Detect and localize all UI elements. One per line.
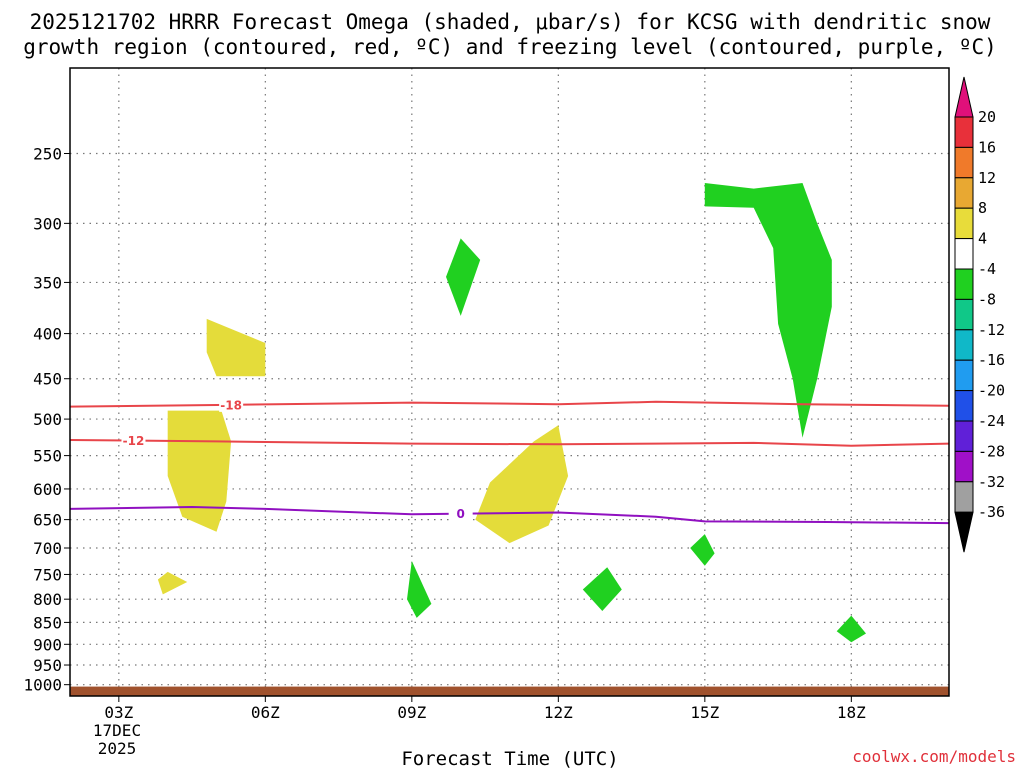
colorbar-segment xyxy=(954,146,974,179)
omega-region-sinking xyxy=(690,534,715,566)
colorbar: 20 16 12 8 4 -4 -8 -12 -16 -20 -24 -28 -32 -36 xyxy=(954,76,1005,553)
colorbar-label: 12 xyxy=(978,169,996,187)
y-tick-label: 650 xyxy=(33,511,62,530)
x-axis-label: Forecast Time (UTC) xyxy=(401,748,618,768)
colorbar-segment xyxy=(954,268,974,300)
y-tick-label: 350 xyxy=(33,273,62,292)
x-tick-label: 03Z xyxy=(104,703,133,722)
colorbar-top-arrow xyxy=(954,76,974,118)
omega-region-rising xyxy=(475,425,569,544)
colorbar-label: 8 xyxy=(978,199,987,217)
colorbar-segment xyxy=(954,450,974,483)
colorbar-label: -8 xyxy=(978,290,996,308)
chart-title-line2: growth region (contoured, red, ºC) and f… xyxy=(23,35,997,59)
colorbar-segment xyxy=(954,420,974,452)
y-tick-label: 450 xyxy=(33,370,62,389)
freezing-level-label-bg xyxy=(448,506,473,521)
y-tick-label: 400 xyxy=(33,325,62,344)
colorbar-label: -16 xyxy=(978,351,1005,369)
omega-shading-layer xyxy=(157,183,866,643)
y-tick-label: 750 xyxy=(33,565,62,584)
x-tick-label: 12Z xyxy=(544,703,573,722)
omega-region-sinking xyxy=(446,238,481,316)
x-tick-label: 15Z xyxy=(690,703,719,722)
omega-region-rising xyxy=(157,571,188,595)
colorbar-segment xyxy=(954,116,974,148)
omega-region-rising xyxy=(206,318,266,377)
freezing-level-label: 0 xyxy=(456,507,464,521)
date-label-day: 17DEC xyxy=(93,721,141,740)
x-tick-label: 09Z xyxy=(397,703,426,722)
colorbar-label: -32 xyxy=(978,473,1005,491)
isotherm-minus-18-label-bg xyxy=(219,397,244,412)
x-tick-label: 18Z xyxy=(837,703,866,722)
colorbar-segment xyxy=(954,359,974,392)
contour-layer: -18 -12 0 xyxy=(69,397,950,525)
credit-text: coolwx.com/models xyxy=(852,747,1016,766)
colorbar-segment xyxy=(954,329,974,361)
isotherm-minus-12-line xyxy=(69,439,950,447)
colorbar-segment xyxy=(954,207,974,240)
chart-title-line1: 2025121702 HRRR Forecast Omega (shaded, … xyxy=(30,10,991,34)
x-axis: 03Z 06Z 09Z 12Z 15Z 18Z xyxy=(104,696,866,722)
colorbar-label: 16 xyxy=(978,138,996,156)
colorbar-label: -24 xyxy=(978,412,1005,430)
y-tick-label: 500 xyxy=(33,410,62,429)
y-tick-label: 700 xyxy=(33,539,62,558)
y-tick-label: 300 xyxy=(33,214,62,233)
grid-layer xyxy=(70,68,949,696)
omega-region-sinking xyxy=(582,567,622,611)
ground-layer xyxy=(70,686,949,696)
x-tick-label: 06Z xyxy=(251,703,280,722)
isotherm-minus-12-label-bg xyxy=(121,433,146,448)
omega-region-sinking xyxy=(407,560,432,618)
y-axis: 250 300 350 400 450 500 550 600 650 700 750 800 850 9… xyxy=(23,144,70,695)
colorbar-label: -20 xyxy=(978,382,1005,400)
y-tick-label: 250 xyxy=(33,144,62,163)
colorbar-label: -12 xyxy=(978,321,1005,339)
colorbar-segment xyxy=(954,177,974,209)
colorbar-segment xyxy=(954,238,974,270)
omega-region-sinking xyxy=(836,615,866,643)
y-tick-label: 950 xyxy=(33,656,62,675)
isotherm-minus-18-line xyxy=(69,400,950,408)
colorbar-label: 4 xyxy=(978,230,987,248)
colorbar-label: -4 xyxy=(978,260,996,278)
y-tick-label: 1000 xyxy=(23,676,62,695)
colorbar-label: -36 xyxy=(978,503,1005,521)
y-tick-label: 900 xyxy=(33,635,62,654)
colorbar-label: 20 xyxy=(978,108,996,126)
y-tick-label: 850 xyxy=(33,613,62,632)
date-label-year: 2025 xyxy=(98,739,137,758)
y-tick-label: 550 xyxy=(33,447,62,466)
y-tick-label: 600 xyxy=(33,480,62,499)
colorbar-segment xyxy=(954,390,974,422)
ground-surface xyxy=(70,686,949,696)
colorbar-bottom-arrow xyxy=(954,511,974,553)
omega-region-sinking xyxy=(704,183,832,438)
isotherm-minus-12-label: -12 xyxy=(123,434,145,448)
colorbar-segment xyxy=(954,298,974,331)
isotherm-minus-18-label: -18 xyxy=(220,398,242,412)
colorbar-segment xyxy=(954,481,974,513)
plot-frame xyxy=(69,67,950,697)
omega-region-rising xyxy=(167,410,232,532)
freezing-level-line xyxy=(69,505,950,525)
colorbar-label: -28 xyxy=(978,442,1005,460)
y-tick-label: 800 xyxy=(33,590,62,609)
